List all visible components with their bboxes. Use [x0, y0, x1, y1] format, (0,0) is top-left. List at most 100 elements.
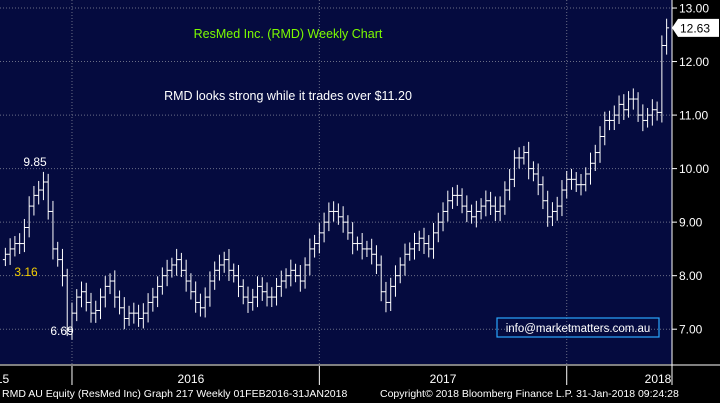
- ohlc-bar: [402, 243, 408, 276]
- low-callout: 6.69: [50, 324, 74, 338]
- ohlc-bar: [592, 144, 598, 172]
- ohlc-bar: [369, 238, 375, 265]
- y-tick-label: 7.00: [679, 323, 703, 337]
- ohlc-bar: [545, 190, 551, 227]
- ohlc-bar: [659, 35, 665, 123]
- ohlc-bar: [516, 147, 522, 169]
- ohlc-bar: [297, 265, 303, 292]
- ohlc-bar: [88, 292, 94, 323]
- ohlc-bar: [278, 270, 284, 297]
- ohlc-bar: [74, 289, 80, 322]
- chart-title: ResMed Inc. (RMD) Weekly Chart: [194, 27, 383, 41]
- x-tick-label: 2015: [0, 372, 10, 386]
- ohlc-bar: [378, 255, 384, 302]
- y-tick-label: 10.00: [679, 162, 709, 176]
- ohlc-bar: [45, 173, 51, 220]
- ohlc-bar: [654, 101, 660, 121]
- ohlc-bar: [597, 126, 603, 163]
- ohlc-bar: [664, 18, 670, 55]
- ohlc-bar: [473, 200, 479, 228]
- ohlc-bar: [392, 265, 398, 297]
- ohlc-bar: [421, 227, 427, 254]
- ohlc-bar: [216, 254, 222, 281]
- x-tick-label: 2016: [178, 372, 205, 386]
- ohlc-bar: [554, 196, 560, 221]
- ohlc-bar: [183, 259, 189, 292]
- plot-background: [0, 0, 672, 364]
- ohlc-bar: [40, 171, 46, 201]
- ohlc-bar: [283, 268, 289, 289]
- ohlc-bar: [464, 195, 470, 223]
- ohlc-bar: [416, 230, 422, 252]
- y-tick-label: 12.00: [679, 55, 709, 69]
- ohlc-bar: [197, 293, 203, 317]
- ohlc-bar: [36, 180, 42, 205]
- ohlc-bar: [607, 110, 613, 131]
- ohlc-bar: [269, 287, 275, 308]
- ohlc-bar: [616, 95, 622, 124]
- ohlc-bar: [626, 91, 632, 118]
- ohlc-bar: [12, 236, 18, 257]
- y-tick-label: 11.00: [679, 109, 708, 123]
- ohlc-bar: [112, 270, 118, 308]
- ohlc-bar: [312, 234, 318, 258]
- ohlc-bar: [411, 232, 417, 260]
- yellow-callout: 3.16: [14, 265, 38, 279]
- ohlc-bar: [373, 245, 379, 274]
- y-tick-label: 8.00: [679, 269, 703, 283]
- ohlc-bar: [326, 202, 332, 232]
- ohlc-bar: [55, 241, 61, 267]
- ohlc-bar: [573, 172, 579, 192]
- ohlc-bar: [121, 297, 127, 330]
- ohlc-bar: [397, 257, 403, 284]
- ohlc-bars: [2, 18, 670, 340]
- ohlc-bar: [530, 161, 536, 182]
- ohlc-bar: [350, 222, 356, 255]
- ohlc-bar: [450, 187, 456, 209]
- footer-left: RMD AU Equity (ResMed Inc) Graph 217 Wee…: [2, 388, 348, 400]
- ohlc-bar: [459, 188, 465, 214]
- x-tick-label: 2018: [645, 372, 672, 386]
- ohlc-bar: [640, 104, 646, 132]
- ohlc-bar: [64, 268, 70, 337]
- ohlc-bar: [26, 196, 32, 238]
- ohlc-bar: [578, 173, 584, 196]
- ohlc-bar: [83, 282, 89, 312]
- ohlc-bar: [288, 259, 294, 287]
- ohlc-bar: [521, 145, 527, 165]
- ohlc-bar: [207, 271, 213, 307]
- ohlc-bar: [535, 163, 541, 196]
- ohlc-bar: [221, 251, 227, 273]
- ohlc-bar: [364, 240, 370, 257]
- ohlc-bar: [431, 222, 437, 259]
- ohlc-bar: [259, 277, 265, 301]
- ohlc-bar: [354, 236, 360, 251]
- ohlc-bar: [69, 302, 75, 340]
- watermark-box: [496, 317, 660, 338]
- gridlines: [0, 0, 672, 364]
- ohlc-bar: [231, 263, 237, 283]
- ohlc-bar: [383, 281, 389, 313]
- ohlc-bar: [140, 303, 146, 329]
- ohlc-bar: [507, 169, 513, 201]
- ohlc-bar: [511, 150, 517, 188]
- ohlc-bar: [331, 201, 337, 222]
- strategy-annotation: RMD looks strong while it trades over $1…: [164, 89, 412, 103]
- ohlc-bar: [131, 302, 137, 324]
- ohlc-bar: [202, 287, 208, 318]
- ohlc-bar: [150, 287, 156, 312]
- ohlc-bar: [240, 279, 246, 305]
- ohlc-bar: [635, 92, 641, 122]
- ohlc-bar: [126, 305, 132, 326]
- ohlc-bar: [568, 168, 574, 190]
- ohlc-bar: [145, 293, 151, 323]
- ohlc-bar: [188, 273, 194, 300]
- ohlc-bar: [540, 176, 546, 210]
- ohlc-bar: [483, 190, 489, 217]
- ohlc-bar: [293, 263, 299, 283]
- ohlc-bar: [526, 141, 532, 180]
- ohlc-bar: [649, 99, 655, 126]
- ohlc-bar: [488, 191, 494, 215]
- axis-layer: 13.00 12.00 11.00 10.00 9.00 8.00 7.00 2015 2016…: [0, 0, 720, 386]
